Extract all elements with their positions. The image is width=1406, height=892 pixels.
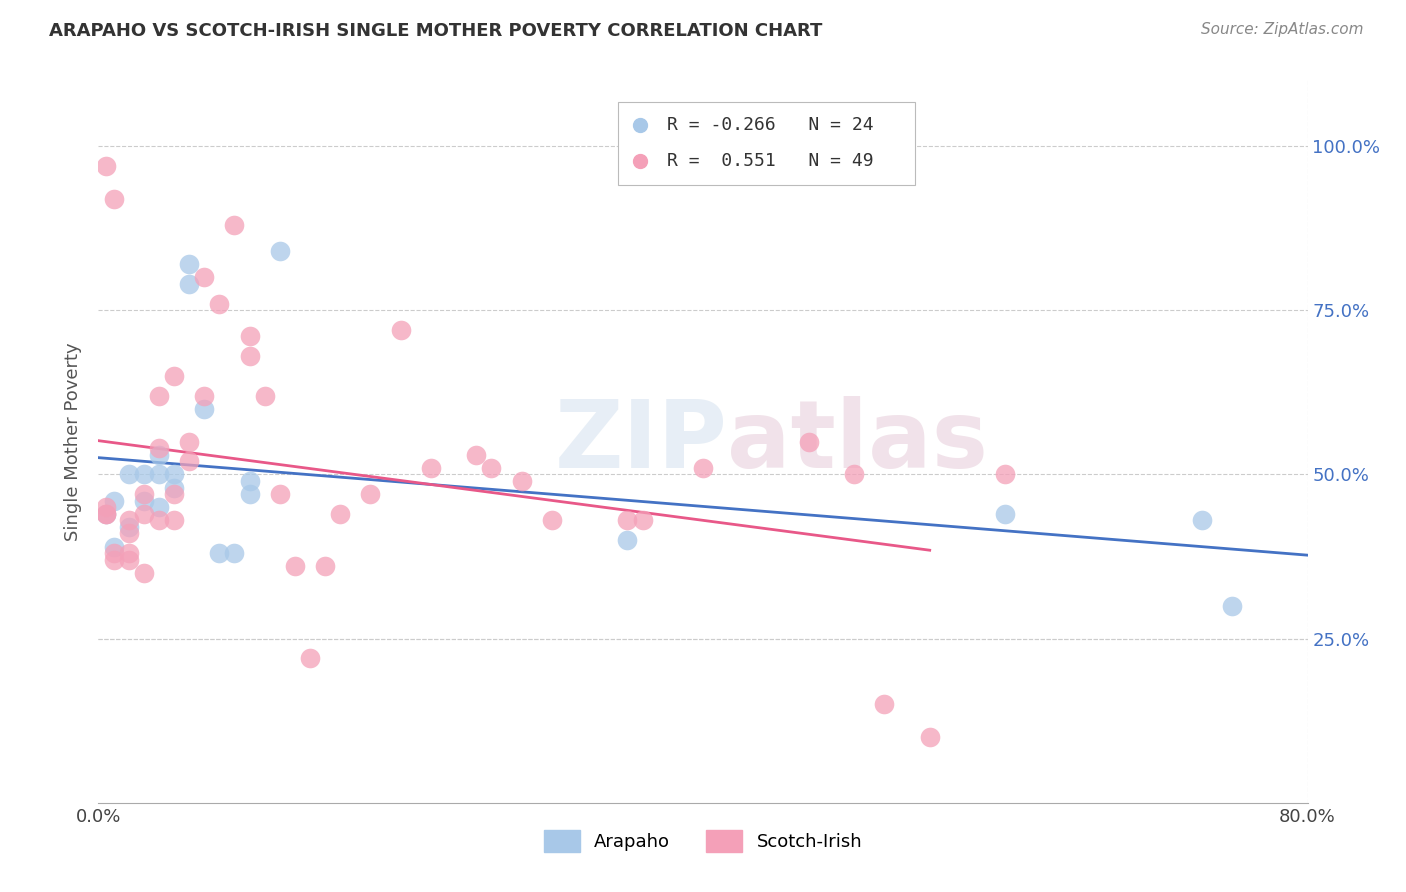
- Point: [103, 493, 125, 508]
- Point: [148, 448, 170, 462]
- Point: [224, 546, 246, 560]
- Point: [239, 487, 262, 501]
- Point: [208, 296, 231, 310]
- Point: [148, 513, 170, 527]
- Point: [239, 474, 262, 488]
- Point: [994, 467, 1017, 482]
- Point: [148, 388, 170, 402]
- Text: ARAPAHO VS SCOTCH-IRISH SINGLE MOTHER POVERTY CORRELATION CHART: ARAPAHO VS SCOTCH-IRISH SINGLE MOTHER PO…: [49, 22, 823, 40]
- Point: [299, 651, 322, 665]
- Point: [481, 460, 503, 475]
- Point: [193, 401, 215, 416]
- Point: [103, 540, 125, 554]
- Point: [224, 218, 246, 232]
- Point: [163, 513, 186, 527]
- Text: R = -0.266   N = 24: R = -0.266 N = 24: [666, 116, 873, 134]
- Point: [208, 546, 231, 560]
- Point: [616, 533, 638, 547]
- Point: [193, 270, 215, 285]
- Point: [132, 493, 155, 508]
- Point: [94, 500, 117, 515]
- Point: [163, 467, 186, 482]
- Point: [420, 460, 443, 475]
- Point: [239, 329, 262, 343]
- FancyBboxPatch shape: [619, 102, 915, 185]
- Point: [103, 192, 125, 206]
- Point: [389, 323, 412, 337]
- Point: [360, 487, 382, 501]
- Point: [797, 434, 820, 449]
- Point: [193, 388, 215, 402]
- Point: [631, 513, 654, 527]
- Point: [994, 507, 1017, 521]
- Point: [103, 546, 125, 560]
- Point: [148, 467, 170, 482]
- Point: [118, 546, 141, 560]
- Point: [1220, 599, 1243, 613]
- Point: [616, 513, 638, 527]
- Point: [269, 244, 291, 258]
- Y-axis label: Single Mother Poverty: Single Mother Poverty: [65, 343, 83, 541]
- Point: [314, 559, 336, 574]
- Point: [1191, 513, 1213, 527]
- Text: Source: ZipAtlas.com: Source: ZipAtlas.com: [1201, 22, 1364, 37]
- Point: [163, 487, 186, 501]
- Text: R =  0.551   N = 49: R = 0.551 N = 49: [666, 153, 873, 170]
- Point: [269, 487, 291, 501]
- Point: [873, 698, 896, 712]
- Point: [118, 467, 141, 482]
- Point: [179, 434, 201, 449]
- Point: [132, 487, 155, 501]
- Point: [94, 507, 117, 521]
- Point: [510, 474, 533, 488]
- Point: [179, 454, 201, 468]
- Point: [765, 179, 787, 194]
- Point: [118, 513, 141, 527]
- Point: [179, 277, 201, 291]
- Point: [163, 481, 186, 495]
- Point: [765, 212, 787, 227]
- Legend: Arapaho, Scotch-Irish: Arapaho, Scotch-Irish: [536, 822, 870, 859]
- Point: [284, 559, 307, 574]
- Point: [918, 730, 941, 744]
- Point: [692, 460, 714, 475]
- Point: [94, 159, 117, 173]
- Text: ZIP: ZIP: [554, 395, 727, 488]
- Point: [465, 448, 488, 462]
- Point: [239, 349, 262, 363]
- Point: [94, 507, 117, 521]
- Point: [148, 441, 170, 455]
- Point: [132, 566, 155, 580]
- Point: [179, 257, 201, 271]
- Text: atlas: atlas: [727, 395, 988, 488]
- Point: [132, 467, 155, 482]
- Point: [844, 467, 866, 482]
- Point: [253, 388, 276, 402]
- Point: [94, 507, 117, 521]
- Point: [540, 513, 562, 527]
- Point: [132, 507, 155, 521]
- Point: [329, 507, 352, 521]
- Point: [118, 526, 141, 541]
- Point: [118, 520, 141, 534]
- Point: [163, 368, 186, 383]
- Point: [148, 500, 170, 515]
- Point: [118, 553, 141, 567]
- Point: [103, 553, 125, 567]
